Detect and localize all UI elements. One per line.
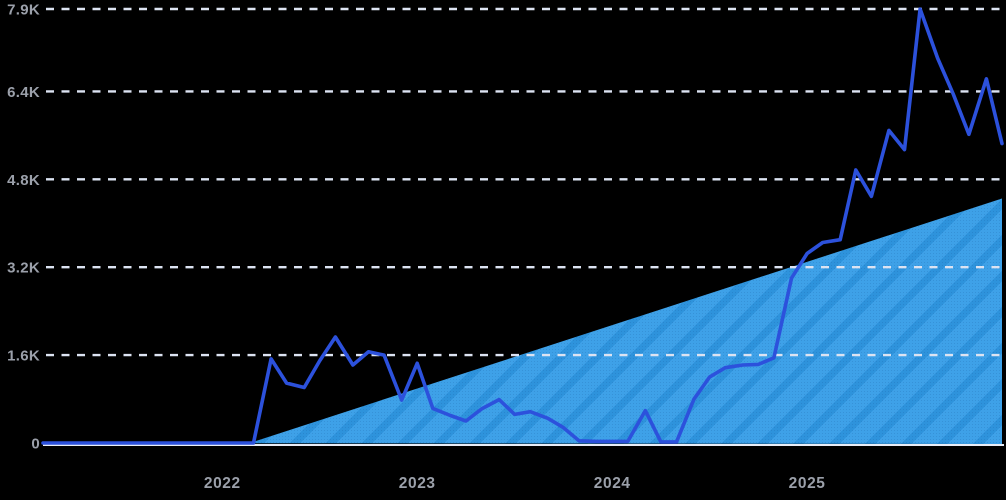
x-axis-labels-group: 2022 2023 2024 2025 xyxy=(204,475,826,492)
area-series-group xyxy=(43,198,1002,444)
y-axis-label: 7.9K xyxy=(7,2,40,19)
growth-area-series xyxy=(43,198,1002,444)
x-axis-label: 2025 xyxy=(789,475,826,492)
x-axis-label: 2022 xyxy=(204,475,241,492)
gridlines-group xyxy=(43,7,1004,446)
y-axis-label: 6.4K xyxy=(7,84,40,101)
x-axis-label: 2023 xyxy=(399,475,436,492)
y-axis-label: 4.8K xyxy=(7,172,40,189)
interest-line-series xyxy=(41,7,1004,445)
y-axis-label: 0 xyxy=(31,436,40,453)
line-series-group xyxy=(41,7,1004,445)
x-axis-label: 2024 xyxy=(594,475,631,492)
y-axis-label: 3.2K xyxy=(7,260,40,277)
y-axis-label: 1.6K xyxy=(7,348,40,365)
y-axis-labels-group: 0 1.6K 3.2K 4.8K 6.4K 7.9K xyxy=(7,2,40,453)
